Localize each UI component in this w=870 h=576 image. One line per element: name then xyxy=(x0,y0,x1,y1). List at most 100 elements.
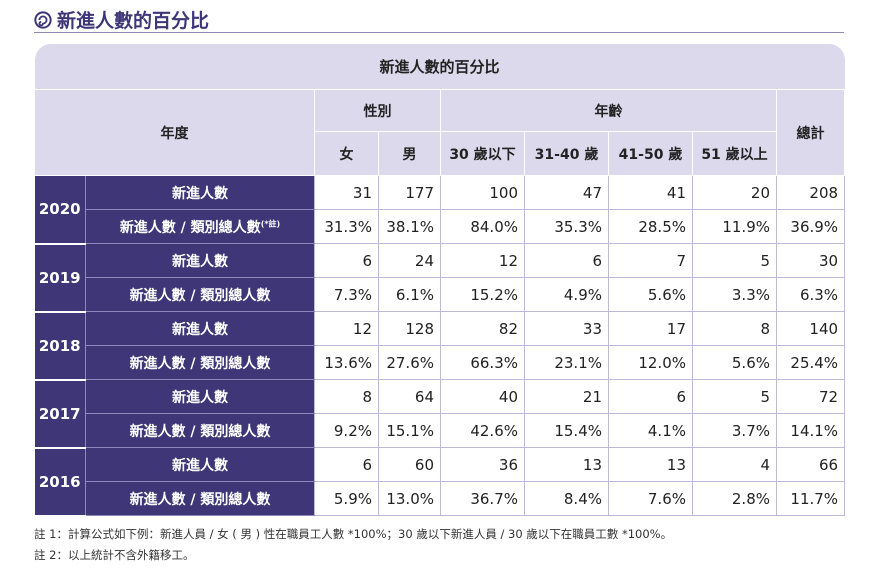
metric-label-count: 新進人數 xyxy=(85,243,315,278)
value-cell: 7.6% xyxy=(608,481,693,516)
table-row: 2018 新進人數 12 128 82 33 17 8 140 xyxy=(34,311,846,381)
value-cell: 208 xyxy=(775,175,846,210)
value-cell: 13 xyxy=(608,447,693,482)
metric-label-count: 新進人數 xyxy=(85,311,315,346)
year-cell: 2020 xyxy=(34,175,86,245)
footnote-2: 註 2：以上統計不含外籍移工。 xyxy=(34,548,195,562)
value-cell: 30 xyxy=(775,243,846,278)
value-cell: 4.9% xyxy=(524,277,609,312)
value-cell: 6 xyxy=(314,243,379,278)
value-cell: 23.1% xyxy=(524,345,609,380)
year-cell: 2018 xyxy=(34,311,86,381)
data-table-container: 新進人數的百分比 年度 性別 年齡 總計 女 男 30 歲以下 31-40 歲 … xyxy=(34,44,846,517)
table-row: 2019 新進人數 6 24 12 6 7 5 30 xyxy=(34,243,846,313)
value-cell: 6 xyxy=(524,243,609,278)
col-header-over-51: 51 歲以上 xyxy=(692,131,777,176)
value-cell: 12 xyxy=(440,243,525,278)
col-header-female: 女 xyxy=(314,131,379,176)
value-cell: 31.3% xyxy=(314,209,379,244)
table-row: 2017 新進人數 8 64 40 21 6 5 72 xyxy=(34,379,846,449)
value-cell: 41 xyxy=(608,175,693,210)
value-cell: 38.1% xyxy=(378,209,441,244)
metric-label-pct: 新進人數 / 類別總人數 xyxy=(85,413,315,448)
col-header-31-40: 31-40 歲 xyxy=(524,131,609,176)
value-cell: 33 xyxy=(524,311,609,346)
value-cell: 3.3% xyxy=(692,277,777,312)
year-cell: 2019 xyxy=(34,243,86,313)
footnotes: 註 1：計算公式如下例：新進人員 / 女 ( 男 ) 性在職員工人數 *100%… xyxy=(34,524,672,566)
value-cell: 6.1% xyxy=(378,277,441,312)
value-cell: 12 xyxy=(314,311,379,346)
table-row: 2020 新進人數 31 177 100 47 41 20 208 xyxy=(34,175,846,245)
value-cell: 5 xyxy=(692,379,777,414)
footnote-marker: (*註) xyxy=(260,218,281,228)
value-cell: 20 xyxy=(692,175,777,210)
value-cell: 47 xyxy=(524,175,609,210)
value-cell: 28.5% xyxy=(608,209,693,244)
value-cell: 25.4% xyxy=(775,345,846,380)
table-row: 新進人數 / 類別總人數 9.2% 15.1% 42.6% 15.4% 4.1%… xyxy=(35,413,846,448)
value-cell: 6 xyxy=(314,447,379,482)
metric-label-pct: 新進人數 / 類別總人數(*註) xyxy=(85,209,315,244)
value-cell: 7 xyxy=(608,243,693,278)
value-cell: 31 xyxy=(314,175,379,210)
table-caption: 新進人數的百分比 xyxy=(34,44,845,90)
metric-label-pct: 新進人數 / 類別總人數 xyxy=(85,277,315,312)
value-cell: 15.1% xyxy=(378,413,441,448)
footnote-1: 註 1：計算公式如下例：新進人員 / 女 ( 男 ) 性在職員工人數 *100%… xyxy=(34,527,673,541)
year-cell: 2017 xyxy=(34,379,86,449)
value-cell: 8.4% xyxy=(524,481,609,516)
metric-label-count: 新進人數 xyxy=(85,447,315,482)
value-cell: 36 xyxy=(440,447,525,482)
value-cell: 36.7% xyxy=(440,481,525,516)
metric-label-pct-text: 新進人數 / 類別總人數 xyxy=(119,219,261,236)
col-header-41-50: 41-50 歲 xyxy=(608,131,693,176)
value-cell: 24 xyxy=(378,243,441,278)
value-cell: 14.1% xyxy=(775,413,846,448)
value-cell: 8 xyxy=(314,379,379,414)
value-cell: 5.6% xyxy=(692,345,777,380)
value-cell: 66 xyxy=(775,447,846,482)
col-group-age: 年齡 xyxy=(440,89,777,132)
value-cell: 15.4% xyxy=(524,413,609,448)
value-cell: 27.6% xyxy=(378,345,441,380)
metric-label-pct: 新進人數 / 類別總人數 xyxy=(85,481,315,516)
year-cell: 2016 xyxy=(34,447,86,517)
table-row: 新進人數 / 類別總人數(*註) 31.3% 38.1% 84.0% 35.3%… xyxy=(35,209,846,244)
value-cell: 140 xyxy=(775,311,846,346)
value-cell: 5 xyxy=(692,243,777,278)
value-cell: 13.6% xyxy=(314,345,379,380)
value-cell: 72 xyxy=(775,379,846,414)
col-header-male: 男 xyxy=(378,131,441,176)
value-cell: 177 xyxy=(378,175,441,210)
value-cell: 11.7% xyxy=(775,481,846,516)
value-cell: 13 xyxy=(524,447,609,482)
section-title: 新進人數的百分比 xyxy=(57,10,210,32)
value-cell: 60 xyxy=(378,447,441,482)
value-cell: 7.3% xyxy=(314,277,379,312)
col-group-gender: 性別 xyxy=(314,89,441,132)
col-header-under-30: 30 歲以下 xyxy=(440,131,525,176)
value-cell: 6.3% xyxy=(775,277,846,312)
value-cell: 13.0% xyxy=(378,481,441,516)
section-heading: 新進人數的百分比 xyxy=(34,6,209,33)
value-cell: 9.2% xyxy=(314,413,379,448)
value-cell: 3.7% xyxy=(692,413,777,448)
table-row: 新進人數 / 類別總人數 7.3% 6.1% 15.2% 4.9% 5.6% 3… xyxy=(35,277,846,312)
value-cell: 2.8% xyxy=(692,481,777,516)
metric-label-pct: 新進人數 / 類別總人數 xyxy=(85,345,315,380)
value-cell: 36.9% xyxy=(775,209,846,244)
spiral-icon xyxy=(34,10,52,29)
metric-label-count: 新進人數 xyxy=(85,175,315,210)
value-cell: 66.3% xyxy=(440,345,525,380)
value-cell: 21 xyxy=(524,379,609,414)
value-cell: 4.1% xyxy=(608,413,693,448)
value-cell: 15.2% xyxy=(440,277,525,312)
value-cell: 5.9% xyxy=(314,481,379,516)
value-cell: 64 xyxy=(378,379,441,414)
value-cell: 42.6% xyxy=(440,413,525,448)
value-cell: 12.0% xyxy=(608,345,693,380)
value-cell: 128 xyxy=(378,311,441,346)
value-cell: 5.6% xyxy=(608,277,693,312)
table-row: 新進人數 / 類別總人數 5.9% 13.0% 36.7% 8.4% 7.6% … xyxy=(35,481,846,516)
